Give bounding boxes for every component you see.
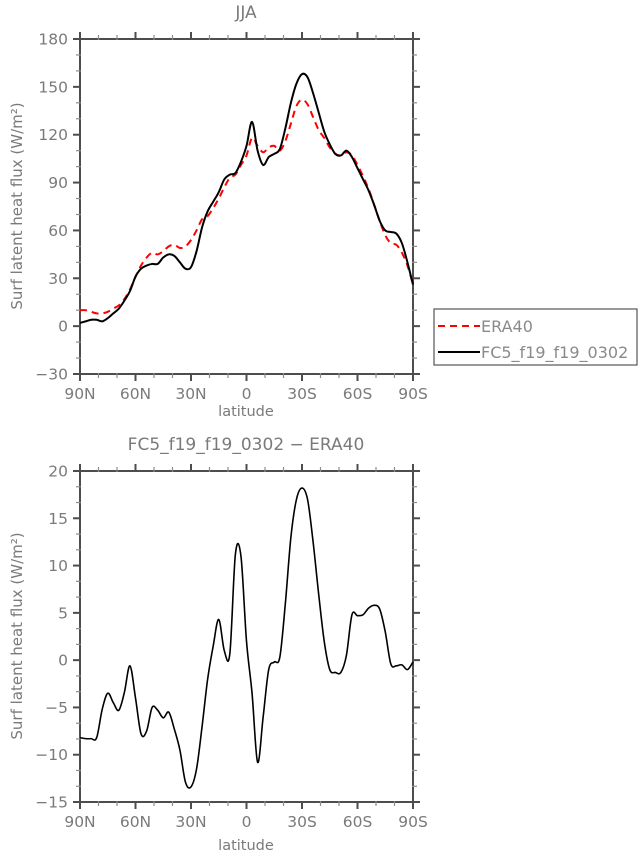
bottom-panel-ytick-label: 0	[58, 652, 68, 670]
legend-label-0: ERA40	[481, 317, 533, 336]
bottom-panel-ylabel: Surf latent heat flux (W/m²)	[8, 532, 26, 739]
top-panel-ytick-label: 120	[38, 126, 68, 144]
top-panel-ytick-label: 30	[48, 270, 68, 288]
top-panel-xtick-label: 30N	[175, 385, 206, 403]
bottom-panel-ytick-label: 10	[48, 557, 68, 575]
legend: ERA40 FC5_f19_f19_0302	[433, 308, 638, 366]
top-panel-ytick-label: 0	[58, 318, 68, 336]
top-panel-xtick-label: 0	[242, 385, 252, 403]
bottom-panel-series-0	[79, 487, 414, 789]
bottom-panel-ytick-label: 15	[48, 510, 68, 528]
bottom-panel-xtick-label: 60N	[120, 813, 151, 831]
bottom-panel-ytick-label: −10	[35, 746, 68, 764]
bottom-panel-ytick-label: 20	[48, 463, 68, 481]
top-panel-ytick-label: 60	[48, 222, 68, 240]
bottom-panel-series	[79, 487, 414, 789]
top-panel-xtick-label: 30S	[287, 385, 317, 403]
bottom-panel-xtick-label: 30S	[287, 813, 317, 831]
bottom-panel-xlabel: latitude	[218, 838, 274, 854]
top-panel-series	[79, 72, 414, 324]
bottom-panel-xtick-label: 60S	[343, 813, 373, 831]
legend-box	[433, 308, 638, 366]
top-panel-xtick-label: 60S	[343, 385, 373, 403]
bottom-panel-xtick-label: 0	[242, 813, 252, 831]
top-panel-xtick-label: 60N	[120, 385, 151, 403]
bottom-panel-xtick-label: 90N	[64, 813, 95, 831]
bottom-panel-title: FC5_f19_f19_0302 − ERA40	[128, 435, 365, 455]
top-panel-xlabel: latitude	[218, 404, 274, 420]
top-panel-title: JJA	[234, 3, 257, 23]
top-panel-ytick-label: −30	[35, 366, 68, 384]
bottom-panel-ytick-label: 5	[58, 604, 68, 622]
bottom-panel-ytick-label: −15	[35, 794, 68, 812]
bottom-panel: FC5_f19_f19_0302 − ERA40 20 15 10 5 0 −5 −10 −1…	[8, 435, 428, 854]
top-panel-ytick-label: 150	[38, 78, 68, 96]
bottom-panel-xtick-label: 30N	[175, 813, 206, 831]
top-panel-ytick-label: 180	[38, 31, 68, 49]
bottom-panel-xtick-label: 90S	[398, 813, 428, 831]
legend-label-1: FC5_f19_f19_0302	[481, 343, 628, 363]
top-panel-ylabel: Surf latent heat flux (W/m²)	[8, 102, 26, 309]
top-panel-series-1	[79, 72, 414, 324]
top-panel-ytick-label: 90	[48, 174, 68, 192]
top-panel-xtick-label: 90S	[398, 385, 428, 403]
top-panel-xtick-label: 90N	[64, 385, 95, 403]
bottom-panel-ytick-label: −5	[45, 699, 68, 717]
